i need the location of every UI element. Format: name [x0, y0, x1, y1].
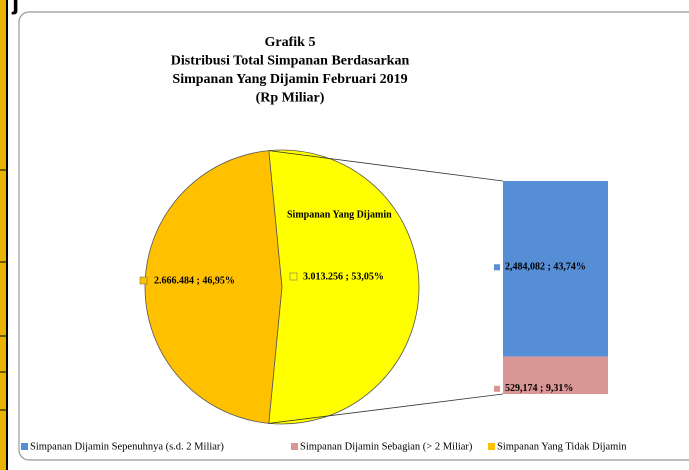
legend-key: [21, 443, 28, 450]
label-key: [139, 276, 148, 285]
data-label: 2,484,082 ; 43,74%: [505, 262, 586, 273]
side-strip: [0, 0, 6, 470]
legend-label: Simpanan Dijamin Sebagian (> 2 Miliar): [300, 441, 473, 452]
category-label: Simpanan Yang Dijamin: [287, 209, 392, 220]
chart-title: (Rp Miliar): [256, 91, 325, 106]
chart-title: Distribusi Total Simpanan Berdasarkan: [171, 54, 410, 69]
label-key: [494, 385, 500, 392]
connector: [268, 393, 504, 424]
label-key: [494, 264, 500, 271]
pie-slice: [268, 149, 420, 425]
label-key: [289, 272, 298, 281]
legend-key: [488, 443, 495, 450]
data-label: 2.666.484 ; 46,95%: [154, 275, 235, 286]
bar-segment: [503, 356, 608, 394]
pie-slice: [144, 150, 283, 424]
legend-label: Simpanan Yang Tidak Dijamin: [497, 441, 627, 452]
connector: [268, 150, 504, 182]
data-label: 529,174 ; 9,31%: [505, 383, 573, 394]
heading-fragment: j: [11, 0, 19, 15]
data-label: 3.013.256 ; 53,05%: [303, 271, 384, 282]
side-rules: [0, 169, 7, 411]
chart-title: Grafik 5: [265, 35, 316, 50]
chart-title: Simpanan Yang Dijamin Februari 2019: [172, 72, 407, 87]
legend-key: [291, 443, 298, 450]
bar-segment: [503, 181, 608, 357]
legend-label: Simpanan Dijamin Sepenuhnya (s.d. 2 Mili…: [30, 441, 224, 452]
